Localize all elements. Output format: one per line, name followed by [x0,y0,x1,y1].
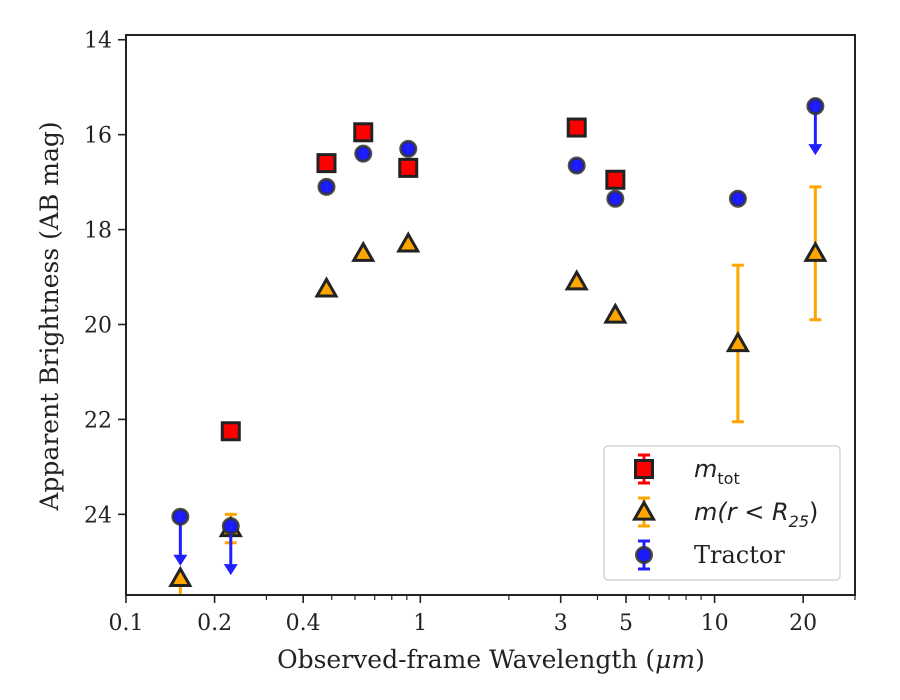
point-tractor-1-limit-arrow-head [223,564,238,576]
legend-marker-tractor [635,546,653,564]
legend: mtot m(r < R25) Tractor [603,445,841,581]
point-mr25-2 [314,276,339,298]
y-tick-label-0: 14 [84,29,112,54]
point-mr25-6 [603,302,628,324]
legend-label-tractor: Tractor [694,541,785,569]
legend-marker-mr25 [631,499,657,521]
point-mtot-3 [398,157,419,178]
legend-label-mr25: m(r < R25) [694,498,818,531]
x-tick-label-0: 0.1 [109,611,144,636]
y-tick-label-5: 24 [84,503,112,528]
legend-entry-tractor: Tractor [635,539,785,571]
y-tick-label-4: 22 [84,408,112,433]
y-tick-label-3: 20 [84,313,112,338]
point-mr25-8 [803,240,828,262]
legend-label-sub-mr25: 25 [789,512,809,531]
legend-label-main-mr25: m(r < R [694,498,789,526]
legend-entry-mr25: m(r < R25) [631,496,818,531]
point-mtot-5 [605,169,626,190]
series-mtot [220,117,626,442]
legend-label-mtot: mtot [694,455,740,488]
legend-label-main-tractor: Tractor [694,541,785,569]
legend-label-sub-mtot: tot [717,469,739,488]
legend-label-close-mr25: ) [809,498,818,526]
x-tick-label-4: 3 [554,611,568,636]
point-mtot-1 [316,153,337,174]
series-tractor [171,97,825,576]
legend-box [603,445,841,581]
point-mr25-3 [351,240,376,262]
x-tick-label-6: 10 [701,611,729,636]
point-mr25-5 [564,269,589,291]
x-tick-label-2: 0.4 [286,611,321,636]
plot-frame [125,34,856,596]
legend-label-main-mtot: m [694,455,717,483]
x-tick-label-5: 5 [619,611,633,636]
point-mr25-4 [396,231,421,253]
plot-layer [168,97,828,595]
point-mtot-2 [353,122,374,143]
x-tick-label-3: 1 [413,611,427,636]
legend-marker-mtot [634,459,654,479]
point-mtot-4 [566,117,587,138]
axes-layer: 0.1 0.2 0.4 1 3 5 10 20 14 16 18 20 22 24 [84,29,856,636]
point-mtot-0 [220,421,241,442]
x-axis-label: Observed-frame Wavelength (μm) [277,645,705,674]
point-mr25-0 [168,565,193,588]
point-tractor-0-limit-arrow-head [173,554,188,566]
point-mr25-7 [725,330,750,353]
point-tractor-8-limit-arrow-head [808,144,823,156]
y-axis-label: Apparent Brightness (AB mag) [35,121,64,511]
x-tick-label-1: 0.2 [197,611,232,636]
legend-entry-mtot: mtot [634,453,740,488]
y-tick-label-2: 18 [84,219,112,244]
x-tick-label-7: 20 [789,611,817,636]
y-tick-label-1: 16 [84,124,112,149]
